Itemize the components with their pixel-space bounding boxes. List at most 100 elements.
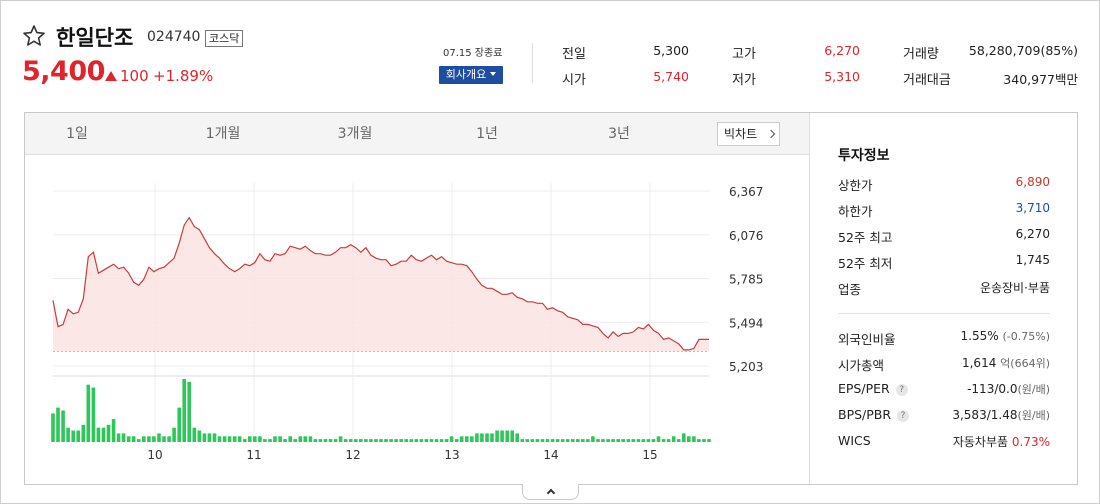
volume-bar	[131, 436, 136, 442]
volume-bar	[666, 439, 671, 442]
help-icon[interactable]: ?	[895, 384, 908, 396]
info-label: 업종	[838, 282, 862, 297]
volume-bar	[495, 430, 499, 442]
tab-label: 1일	[66, 126, 88, 142]
foreign-ratio-change: (-0.75%)	[1002, 330, 1051, 343]
volume-bar	[207, 433, 212, 442]
volume-bar	[616, 439, 620, 442]
info-value: 6,270	[1015, 227, 1050, 241]
info-value[interactable]: 운송장비·부품	[979, 281, 1050, 295]
volume-bar	[651, 439, 656, 442]
volume-bar	[429, 439, 434, 442]
quote-low-label: 저가	[732, 73, 756, 88]
quote-prev-value: 5,300	[653, 43, 689, 58]
volume-bar	[626, 439, 631, 442]
volume-bar	[606, 439, 610, 442]
volume-bar	[61, 410, 65, 442]
volume-bar	[147, 436, 151, 442]
volume-bar	[565, 439, 570, 442]
volume-bar	[359, 439, 363, 442]
x-tick-label: 12	[345, 448, 360, 462]
wics-value: 자동차부품	[952, 435, 1009, 449]
volume-bar	[449, 436, 454, 442]
volume-bar	[389, 439, 393, 442]
volume-bar	[560, 439, 565, 442]
header-divider	[532, 43, 533, 83]
volume-bar	[298, 436, 303, 442]
volume-bar	[71, 430, 75, 442]
chart-panel: 1일 1개월 3개월 1년 3년 빅차트 6,367 6,076 5,785 5,49…	[24, 112, 1078, 485]
volume-bar	[676, 439, 681, 442]
info-value[interactable]: 자동차부품 0.73%	[953, 433, 1050, 450]
x-tick-label: 10	[147, 448, 162, 462]
period-tabs: 1일 1개월 3개월 1년 3년 빅차트	[25, 113, 809, 155]
volume-bar	[51, 413, 55, 442]
volume-bar	[555, 439, 560, 442]
volume-bar	[591, 436, 595, 442]
info-row-52w-high: 52주 최고 6,270	[838, 227, 1050, 247]
volume-bar	[434, 439, 439, 442]
volume-bar	[333, 439, 338, 442]
volume-bar	[263, 439, 267, 442]
volume-bar	[510, 430, 514, 442]
volume-bar	[121, 433, 126, 442]
info-row-lower-limit: 하한가 3,710	[838, 201, 1050, 221]
info-divider	[838, 313, 1050, 314]
volume-bar	[116, 433, 121, 442]
y-tick-label: 6,367	[729, 185, 763, 199]
volume-bar	[101, 427, 106, 442]
company-overview-button[interactable]: 회사개요	[439, 66, 503, 84]
volume-bar	[308, 436, 313, 442]
foreign-ratio-value: 1.55%	[960, 329, 999, 343]
volume-bar	[535, 439, 540, 442]
info-row-eps-per: EPS/PER? -113/0.0(원/배)	[838, 381, 1050, 401]
tab-3month[interactable]: 3개월	[303, 113, 407, 155]
info-label: 상한가	[838, 178, 873, 193]
volume-bar	[338, 436, 343, 442]
big-chart-button[interactable]: 빅차트	[717, 122, 780, 146]
volume-bar	[656, 436, 661, 442]
favorite-star-icon[interactable]	[22, 24, 46, 48]
wics-rate: 0.73%	[1011, 435, 1050, 449]
volume-bar	[197, 430, 202, 442]
tab-3year[interactable]: 3년	[567, 113, 671, 155]
info-value: 1,745	[1015, 253, 1050, 267]
volume-bar	[343, 439, 348, 442]
market-cap-value: 1,614	[961, 356, 997, 370]
volume-bar	[646, 439, 651, 442]
volume-bar	[661, 439, 666, 442]
volume-bar	[313, 439, 318, 442]
volume-bar	[374, 439, 378, 442]
info-value: 3,710	[1015, 201, 1050, 215]
info-value: -113/0.0(원/배)	[967, 381, 1050, 397]
volume-bar	[56, 407, 60, 442]
volume-bar	[303, 436, 308, 442]
bps-value: 3,583/1.48	[952, 408, 1018, 422]
price-area-fill	[53, 217, 709, 352]
up-triangle-icon	[105, 71, 117, 81]
tab-1day[interactable]: 1일	[25, 113, 129, 155]
info-row-market-cap: 시가총액 1,614 억(664위)	[838, 355, 1050, 375]
help-icon[interactable]: ?	[897, 410, 910, 422]
info-label: 하한가	[838, 204, 873, 219]
volume-bar	[530, 439, 535, 442]
volume-bar	[515, 433, 519, 442]
volume-bar	[641, 439, 646, 442]
info-value: 1,614 억(664위)	[962, 355, 1050, 371]
volume-bar	[369, 439, 373, 442]
collapse-toggle-button[interactable]	[522, 484, 579, 500]
tab-1year[interactable]: 1년	[435, 113, 539, 155]
volume-bar	[697, 439, 701, 442]
info-value: 1.55% (-0.75%)	[961, 329, 1050, 343]
quote-high-label: 고가	[732, 47, 756, 62]
volume-bar	[253, 436, 257, 442]
info-row-bps-pbr: BPS/PBR? 3,583/1.48(원/배)	[838, 407, 1050, 427]
volume-bar	[106, 424, 111, 442]
tab-label: 1개월	[205, 126, 241, 142]
tab-1month[interactable]: 1개월	[171, 113, 275, 155]
price-line	[52, 216, 709, 351]
volume-bar	[278, 436, 282, 442]
volume-bar	[399, 439, 403, 442]
volume-bar	[126, 436, 131, 442]
info-label: EPS/PER?	[838, 381, 908, 397]
